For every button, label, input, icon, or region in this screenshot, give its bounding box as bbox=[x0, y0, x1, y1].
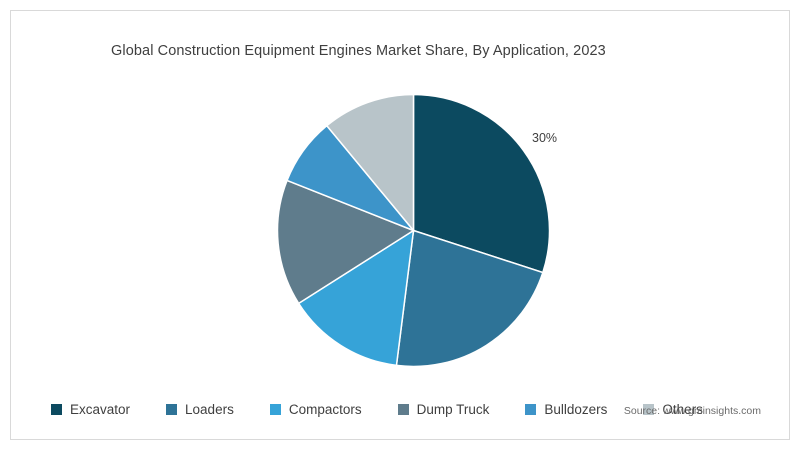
legend-swatch-icon bbox=[166, 403, 178, 415]
pie-slice bbox=[395, 229, 544, 368]
pie-svg bbox=[276, 93, 551, 368]
chart-title: Global Construction Equipment Engines Ma… bbox=[111, 43, 606, 59]
legend-swatch-icon bbox=[643, 403, 655, 415]
pie-slice bbox=[412, 93, 551, 274]
pie-slice bbox=[276, 179, 416, 305]
source-note: Source: www.gminsights.com bbox=[623, 405, 761, 417]
legend-label: Excavator bbox=[70, 401, 131, 417]
legend-item[interactable]: Dump Truck bbox=[397, 401, 490, 417]
legend-item[interactable]: Compactors bbox=[269, 401, 362, 417]
pie-chart bbox=[276, 93, 551, 368]
legend-label: Compactors bbox=[288, 401, 362, 417]
pie-slice bbox=[297, 229, 415, 367]
legend-swatch-icon bbox=[51, 403, 62, 415]
chart-legend: Excavator Loaders Compactors Dump Truck Bull… bbox=[51, 399, 771, 419]
legend-swatch-icon bbox=[397, 403, 409, 415]
legend-swatch-icon bbox=[525, 403, 537, 415]
legend-label: Loaders bbox=[185, 401, 234, 417]
chart-frame: Global Construction Equipment Engines Ma… bbox=[10, 10, 790, 440]
legend-label: Dump Truck bbox=[416, 401, 490, 417]
legend-item[interactable]: Loaders bbox=[166, 402, 234, 417]
slice-label-excavator: 30% bbox=[532, 131, 558, 145]
legend-label: Bulldozers bbox=[544, 401, 608, 417]
legend-item[interactable]: Others bbox=[643, 402, 703, 417]
legend-swatch-icon bbox=[269, 403, 281, 415]
legend-item[interactable]: Excavator bbox=[51, 402, 130, 417]
legend-label: Others bbox=[662, 401, 703, 417]
legend-item[interactable]: Bulldozers bbox=[525, 402, 607, 417]
pie-slice bbox=[325, 93, 415, 233]
